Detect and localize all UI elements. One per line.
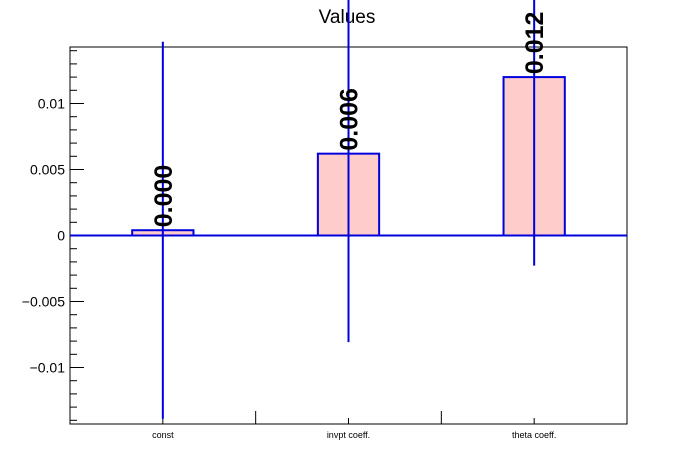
- label-layer: const 0.000 invpt coeff. 0.006 theta coeff. 0…: [150, 12, 557, 440]
- chart-title: Values: [319, 7, 376, 28]
- x-tick-label: invpt coeff.: [327, 430, 370, 440]
- axis-layer: −0.01 −0.005 0 0.005 0.01: [22, 50, 628, 424]
- data-label: 0.012: [521, 12, 549, 75]
- y-tick-label: 0.01: [38, 95, 65, 111]
- y-tick-label: 0: [57, 228, 65, 244]
- x-tick-label: const: [152, 430, 174, 440]
- y-tick-label: −0.005: [22, 294, 65, 310]
- x-tick-label: theta coeff.: [512, 430, 556, 440]
- bar-layer: [70, 0, 627, 419]
- y-tick-label: −0.01: [30, 360, 66, 376]
- y-tick-label: 0.005: [30, 161, 65, 177]
- data-label: 0.000: [150, 165, 178, 228]
- data-label: 0.006: [336, 88, 364, 151]
